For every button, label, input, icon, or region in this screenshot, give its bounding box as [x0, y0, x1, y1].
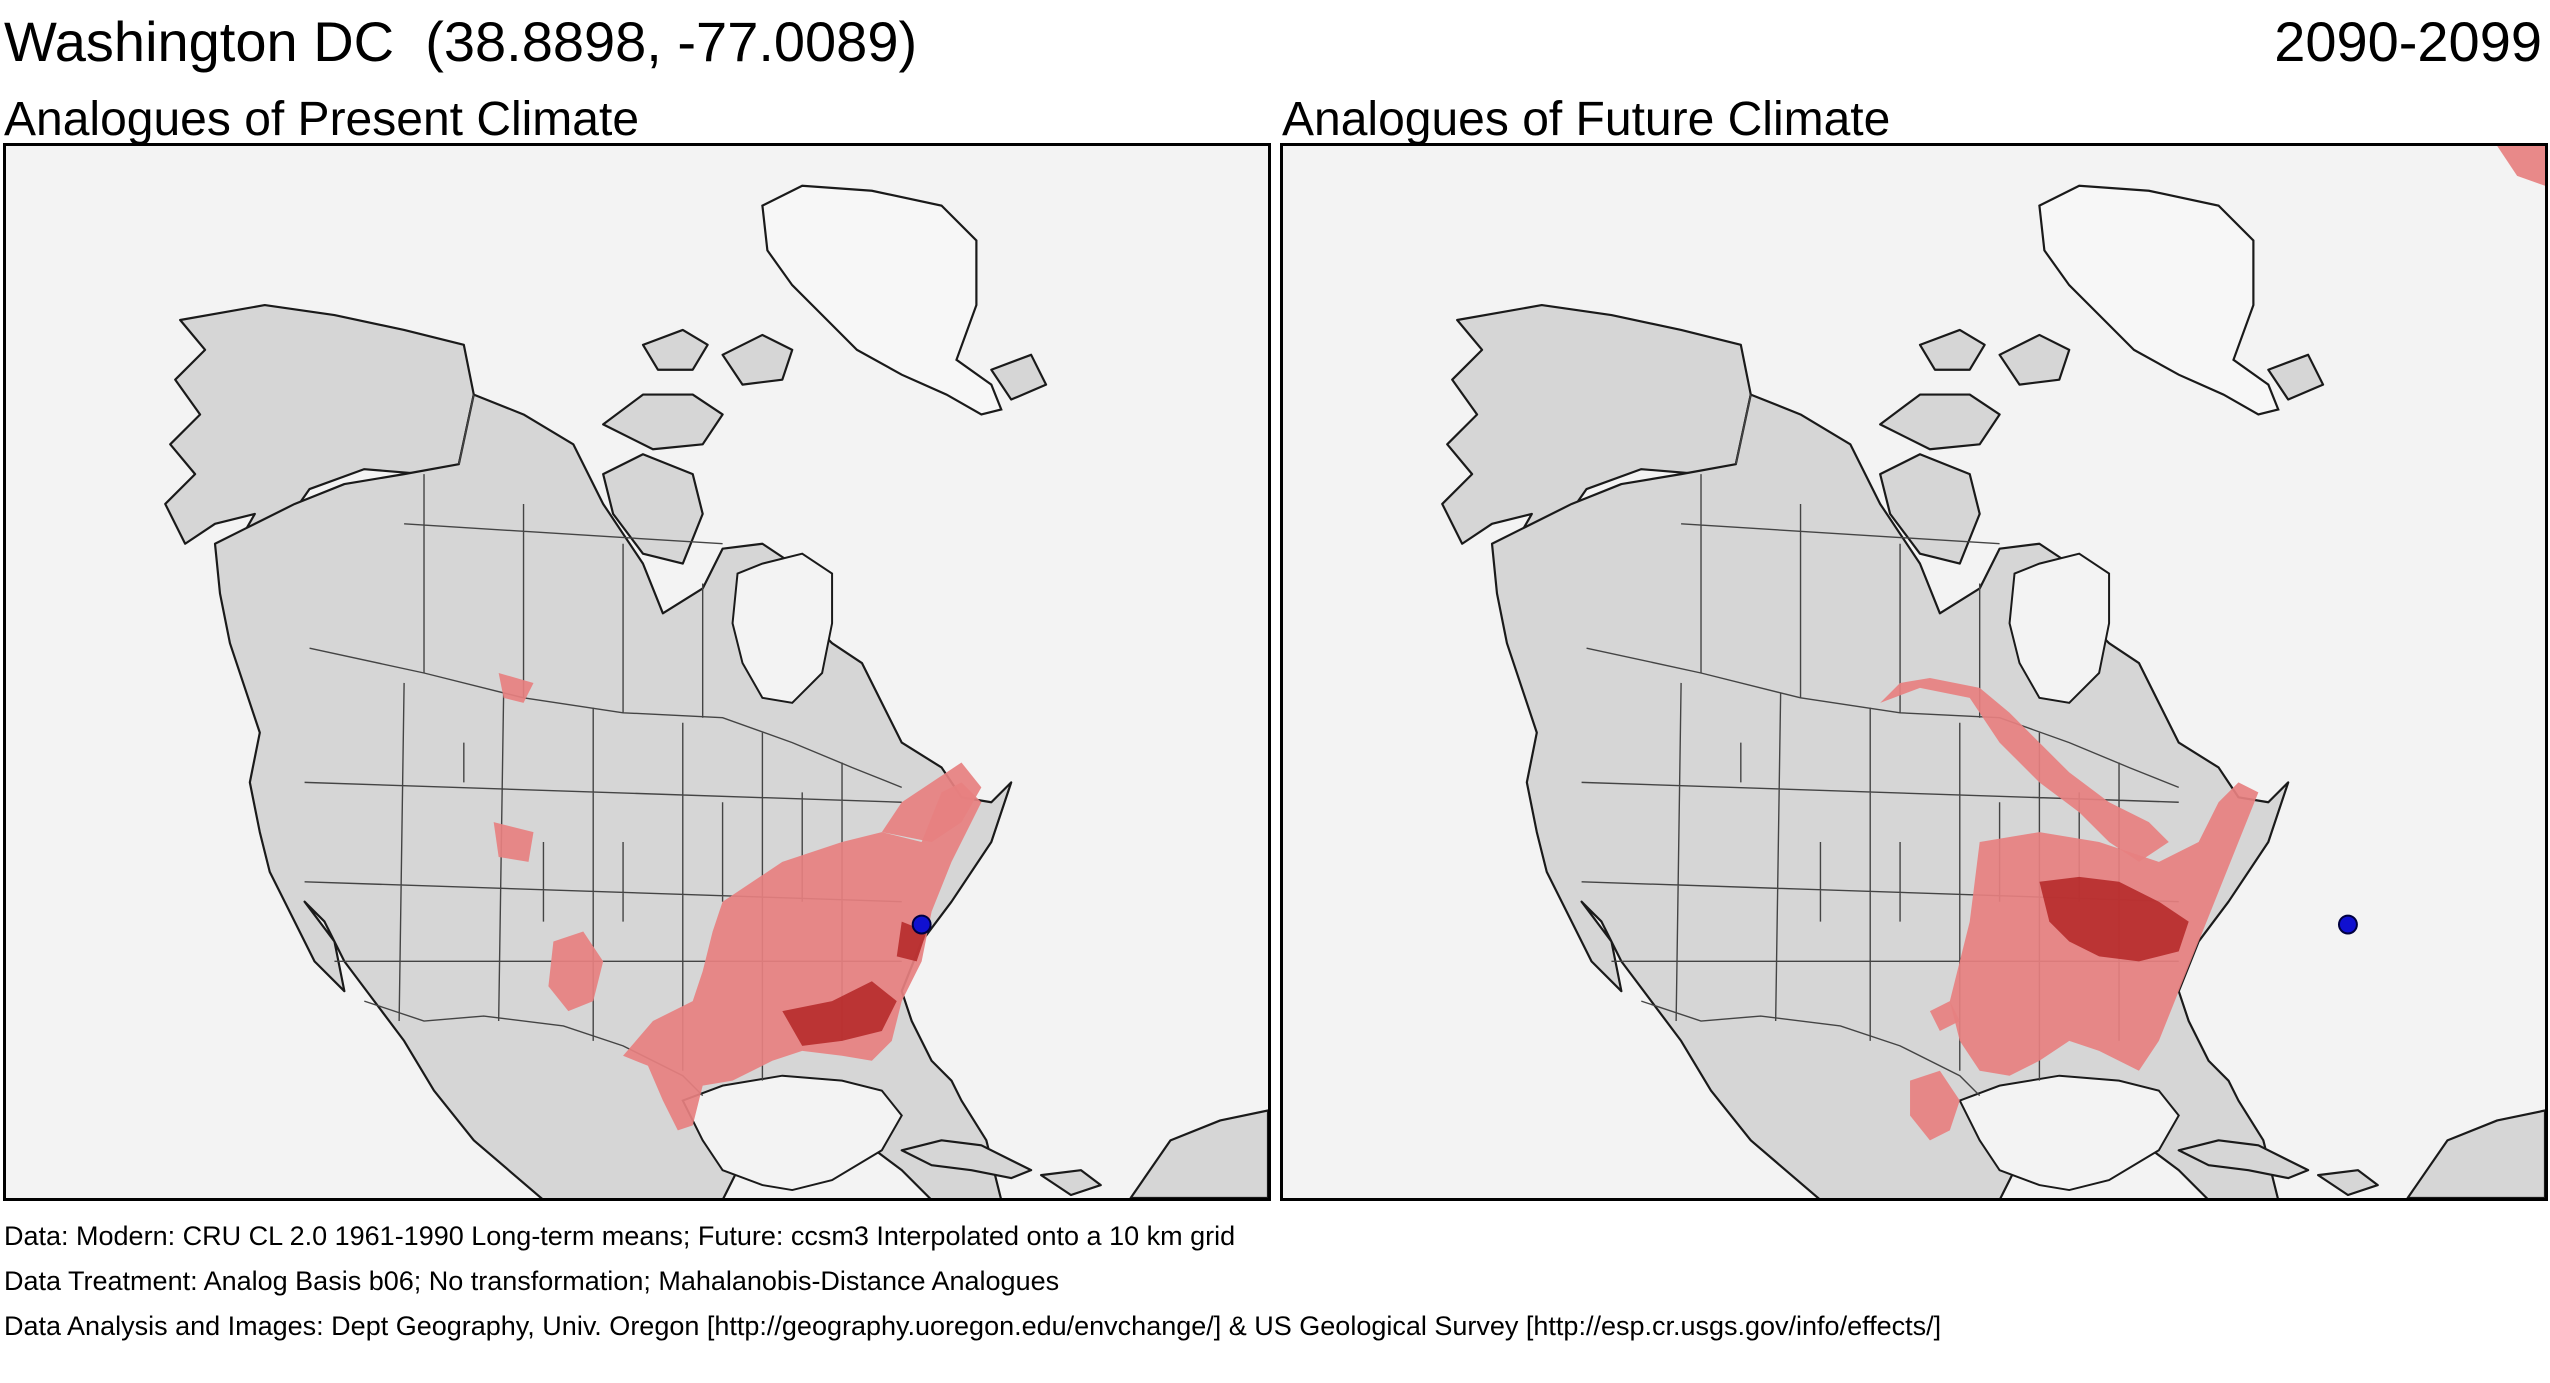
gulf-of-mexico [681, 1074, 903, 1192]
analog-zone-ne-canada [2497, 146, 2545, 186]
period-title: 2090-2099 [2274, 10, 2542, 73]
arctic-island [1918, 328, 1986, 371]
analog-zone-idaho [493, 822, 534, 862]
arctic-island [1879, 453, 1981, 565]
future-panel-title: Analogues of Future Climate [1282, 93, 1891, 146]
footer-data-source: Data: Modern: CRU CL 2.0 1961-1990 Long-… [4, 1221, 1236, 1251]
analog-zone-southeast [623, 782, 982, 1131]
hudson-bay [2008, 552, 2111, 704]
arctic-island [721, 333, 794, 386]
arctic-island [641, 328, 709, 371]
analog-zone-canada [1880, 677, 2169, 862]
hispaniola [1039, 1169, 1102, 1197]
province-lines [1681, 474, 2000, 718]
future-map-canvas [1441, 146, 2545, 1198]
analog-zone-texas [1929, 1001, 1960, 1031]
south-america [1129, 1109, 1268, 1198]
alaska-border [458, 394, 475, 465]
arctic-island [602, 393, 724, 451]
hispaniola [2316, 1169, 2379, 1197]
washington-dc-site-marker [911, 914, 932, 935]
gulf-of-mexico [1958, 1074, 2180, 1192]
south-america [2406, 1109, 2545, 1198]
hudson-bay [731, 552, 834, 704]
future-climate-map [1280, 143, 2548, 1201]
footer-data-analysis: Data Analysis and Images: Dept Geography… [4, 1311, 1942, 1341]
greenland [761, 184, 1003, 416]
present-map-canvas [164, 184, 1268, 1198]
analogue-zones-present [493, 672, 982, 1131]
arctic-island [1998, 333, 2071, 386]
arctic-island [602, 453, 704, 565]
greenland [2038, 184, 2280, 416]
cuba [900, 1139, 1033, 1180]
province-lines [404, 474, 723, 718]
arctic-island [2267, 353, 2325, 401]
present-climate-map [3, 143, 1271, 1201]
analog-zone-northeast [881, 762, 982, 843]
analog-zone-mexico [1910, 1070, 1960, 1141]
arctic-island [990, 353, 1048, 401]
arctic-island [1879, 393, 2001, 451]
analog-zone-northwest [498, 672, 534, 703]
analog-zone-core-1 [782, 981, 897, 1046]
footer-data-treatment: Data Treatment: Analog Basis b06; No tra… [4, 1266, 1060, 1296]
alaska-border [1735, 394, 1752, 465]
present-panel-title: Analogues of Present Climate [4, 93, 640, 146]
cuba [2177, 1139, 2310, 1180]
analogue-zones-future [1880, 146, 2545, 1141]
us-mexico-border [1641, 1000, 1981, 1097]
location-title: Washington DC (38.8898, -77.0089) [4, 10, 918, 73]
washington-dc-site-marker [2337, 914, 2358, 935]
analog-zone-core [2039, 876, 2189, 962]
analog-zone-southwest [548, 931, 604, 1012]
